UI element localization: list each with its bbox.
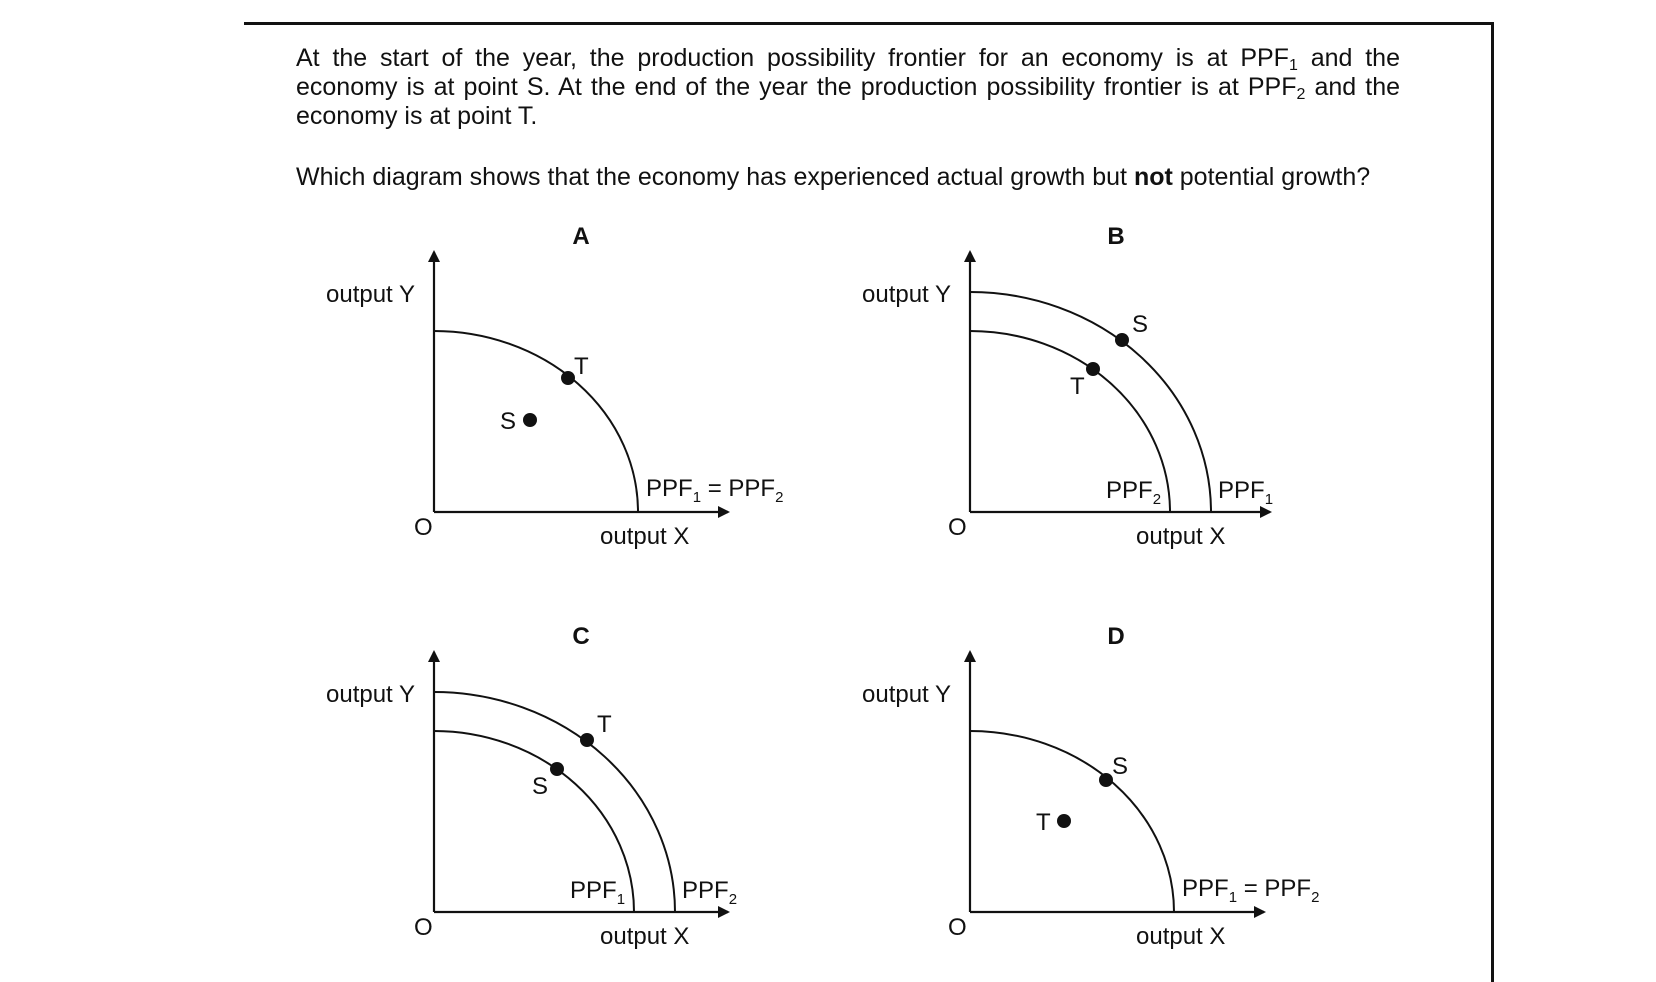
origin-label: O: [948, 914, 967, 941]
x-axis-label: output X: [1136, 923, 1225, 950]
y-axis-label: output Y: [862, 281, 951, 308]
question-frame: [244, 22, 1494, 982]
point-s: [550, 762, 564, 776]
y-axis-label: output Y: [326, 681, 415, 708]
diagram-letter: C: [572, 623, 589, 650]
point-s: [1099, 773, 1113, 787]
prompt-bold-word: not: [1133, 163, 1173, 191]
ppf2-curve: [433, 691, 676, 913]
intro-text-2: and the economy is at point S. At the en…: [296, 44, 1400, 101]
point-s: [1115, 333, 1129, 347]
y-axis-label: output Y: [862, 681, 951, 708]
ppf-curve: [433, 330, 639, 513]
x-axis-label: output X: [600, 523, 689, 550]
curve-label-ppf2: PPF2: [1106, 477, 1161, 508]
intro-text-1: At the start of the year, the production…: [296, 44, 1289, 72]
diagram-letter: B: [1107, 223, 1124, 250]
diagram-a: A output Y output X O PPF1 = PPF2 T S: [326, 223, 783, 550]
x-axis-label: output X: [1136, 523, 1225, 550]
point-t-label: T: [597, 711, 612, 738]
point-s-label: S: [1112, 753, 1128, 780]
point-s-label: S: [532, 773, 548, 800]
origin-label: O: [414, 514, 433, 541]
intro-text-3: and the economy is at point T.: [296, 73, 1401, 130]
diagram-d: D output Y output X O PPF1 = PPF2 S T: [862, 623, 1319, 950]
ppf1-curve: [433, 730, 635, 913]
point-t-label: T: [1070, 373, 1085, 400]
ppf1-curve: [969, 291, 1212, 513]
origin-label: O: [414, 914, 433, 941]
x-axis-label: output X: [600, 923, 689, 950]
point-t: [580, 733, 594, 747]
curve-label-ppf1-ppf2: PPF1 = PPF2: [1182, 875, 1319, 906]
prompt-text-after: potential growth?: [1172, 163, 1371, 191]
question-prompt: Which diagram shows that the economy has…: [296, 163, 1456, 192]
ppf-curve: [969, 730, 1175, 913]
diagram-letter: A: [572, 223, 589, 250]
origin-label: O: [948, 514, 967, 541]
curve-label-ppf1: PPF1: [1218, 477, 1273, 508]
point-t: [561, 371, 575, 385]
intro-subscript-2: 2: [1296, 86, 1306, 103]
point-t-label: T: [1036, 809, 1051, 836]
question-text: At the start of the year, the production…: [296, 44, 1400, 131]
ppf2-curve: [969, 330, 1171, 513]
curve-label-ppf1-ppf2: PPF1 = PPF2: [646, 475, 783, 506]
point-t: [1057, 814, 1071, 828]
point-s: [523, 413, 537, 427]
y-axis-label: output Y: [326, 281, 415, 308]
point-t: [1086, 362, 1100, 376]
curve-label-ppf2: PPF2: [682, 877, 737, 908]
diagram-letter: D: [1107, 623, 1124, 650]
curve-label-ppf1: PPF1: [570, 877, 625, 908]
point-t-label: T: [574, 353, 589, 380]
intro-subscript-1: 1: [1288, 57, 1298, 74]
point-s-label: S: [500, 408, 516, 435]
diagram-c: C output Y output X O PPF1 PPF2 T S: [326, 623, 737, 950]
diagram-b: B output Y output X O PPF2 PPF1 S T: [862, 223, 1273, 550]
point-s-label: S: [1132, 311, 1148, 338]
prompt-text-before: Which diagram shows that the economy has…: [296, 163, 1134, 191]
